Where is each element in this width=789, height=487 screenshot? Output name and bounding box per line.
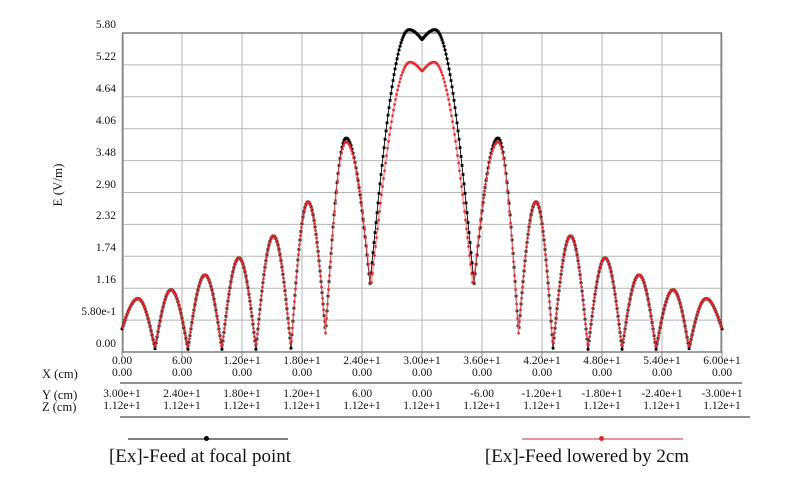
y-coord-value: -6.00 — [470, 388, 494, 400]
y-coord-value: -1.80e+1 — [581, 388, 623, 400]
separator-line-lower — [120, 416, 750, 418]
x-coord-value: 0.00 — [591, 367, 613, 379]
x-dist-tick-label: 3.00e+1 — [403, 355, 441, 367]
y-row-label: Y (cm) — [42, 388, 78, 402]
legend-black-marker-icon — [204, 436, 209, 441]
y-tick-label: 4.64 — [95, 82, 116, 95]
x-coord-value: 0.00 — [411, 367, 433, 379]
x-coord-value: 0.00 — [291, 367, 313, 379]
y-tick-label: 5.80e-1 — [81, 306, 116, 319]
y-coord-value: 3.00e+1 — [103, 388, 141, 400]
y-coord-value: -3.00e+1 — [701, 388, 743, 400]
x-coord-value: 0.00 — [531, 367, 553, 379]
y-tick-label: 5.22 — [95, 50, 116, 63]
y-tick-label: 0.00 — [95, 338, 116, 350]
x-dist-tick-label: 5.40e+1 — [643, 355, 681, 367]
z-coord-value: 1.12e+1 — [463, 400, 501, 412]
legend-red-marker-icon — [599, 436, 604, 441]
y-tick-label: 2.90 — [95, 178, 116, 191]
y-tick-label: 5.80 — [95, 19, 116, 31]
z-coord-value: 1.12e+1 — [523, 400, 561, 412]
z-coord-value: 1.12e+1 — [643, 400, 681, 412]
x-coord-value: 0.00 — [111, 367, 133, 379]
plot-frame — [122, 32, 723, 353]
x-dist-tick-label: 0.00 — [111, 355, 133, 367]
plot-area — [120, 28, 724, 357]
z-row-label: Z (cm) — [42, 400, 77, 414]
legend-label-feed-at-focal-point: [Ex]-Feed at focal point — [108, 446, 291, 467]
y-tick-label: 1.16 — [95, 274, 116, 287]
x-dist-tick-label: 1.80e+1 — [283, 355, 321, 367]
x-dist-tick-label: 2.40e+1 — [343, 355, 381, 367]
x-dist-tick-label: 4.80e+1 — [583, 355, 621, 367]
z-coord-value: 1.12e+1 — [163, 400, 201, 412]
z-coord-value: 1.12e+1 — [343, 400, 381, 412]
x-coord-value: 0.00 — [231, 367, 253, 379]
x-coord-value: 0.00 — [651, 367, 673, 379]
x-coord-value: 0.00 — [471, 367, 493, 379]
y-tick-label: 2.32 — [95, 210, 116, 223]
z-coord-value: 1.12e+1 — [403, 400, 441, 412]
z-coord-value: 1.12e+1 — [103, 400, 141, 412]
series-markers-1 — [121, 60, 723, 348]
y-coord-value: 1.20e+1 — [283, 388, 321, 400]
x-coord-value: 0.00 — [171, 367, 193, 379]
z-coord-value: 1.12e+1 — [283, 400, 321, 412]
x-coord-value: 0.00 — [711, 367, 733, 379]
y-tick-label: 4.06 — [95, 114, 116, 127]
y-coord-value: 6.00 — [351, 388, 373, 400]
x-dist-tick-label: 4.20e+1 — [523, 355, 561, 367]
y-tick-label: 3.48 — [95, 146, 116, 159]
y-coord-value: -2.40e+1 — [641, 388, 683, 400]
z-coord-value: 1.12e+1 — [223, 400, 261, 412]
legend-label-feed-lowered: [Ex]-Feed lowered by 2cm — [484, 446, 690, 467]
z-coord-value: 1.12e+1 — [583, 400, 621, 412]
x-dist-tick-label: 6.00e+1 — [703, 355, 741, 367]
separator-line-upper — [120, 382, 742, 384]
y-coord-value: -1.20e+1 — [521, 388, 563, 400]
x-dist-tick-label: 1.20e+1 — [223, 355, 261, 367]
y-tick-label: 1.74 — [95, 242, 116, 255]
z-coord-value: 1.12e+1 — [703, 400, 741, 412]
x-dist-tick-label: 3.60e+1 — [463, 355, 501, 367]
x-coord-value: 0.00 — [351, 367, 373, 379]
y-coord-value: 2.40e+1 — [163, 388, 201, 400]
x-dist-tick-label: 6.00 — [171, 355, 193, 367]
y-coord-value: 1.80e+1 — [223, 388, 261, 400]
y-coord-value: 0.00 — [411, 388, 433, 400]
x-row-label: X (cm) — [42, 367, 78, 381]
